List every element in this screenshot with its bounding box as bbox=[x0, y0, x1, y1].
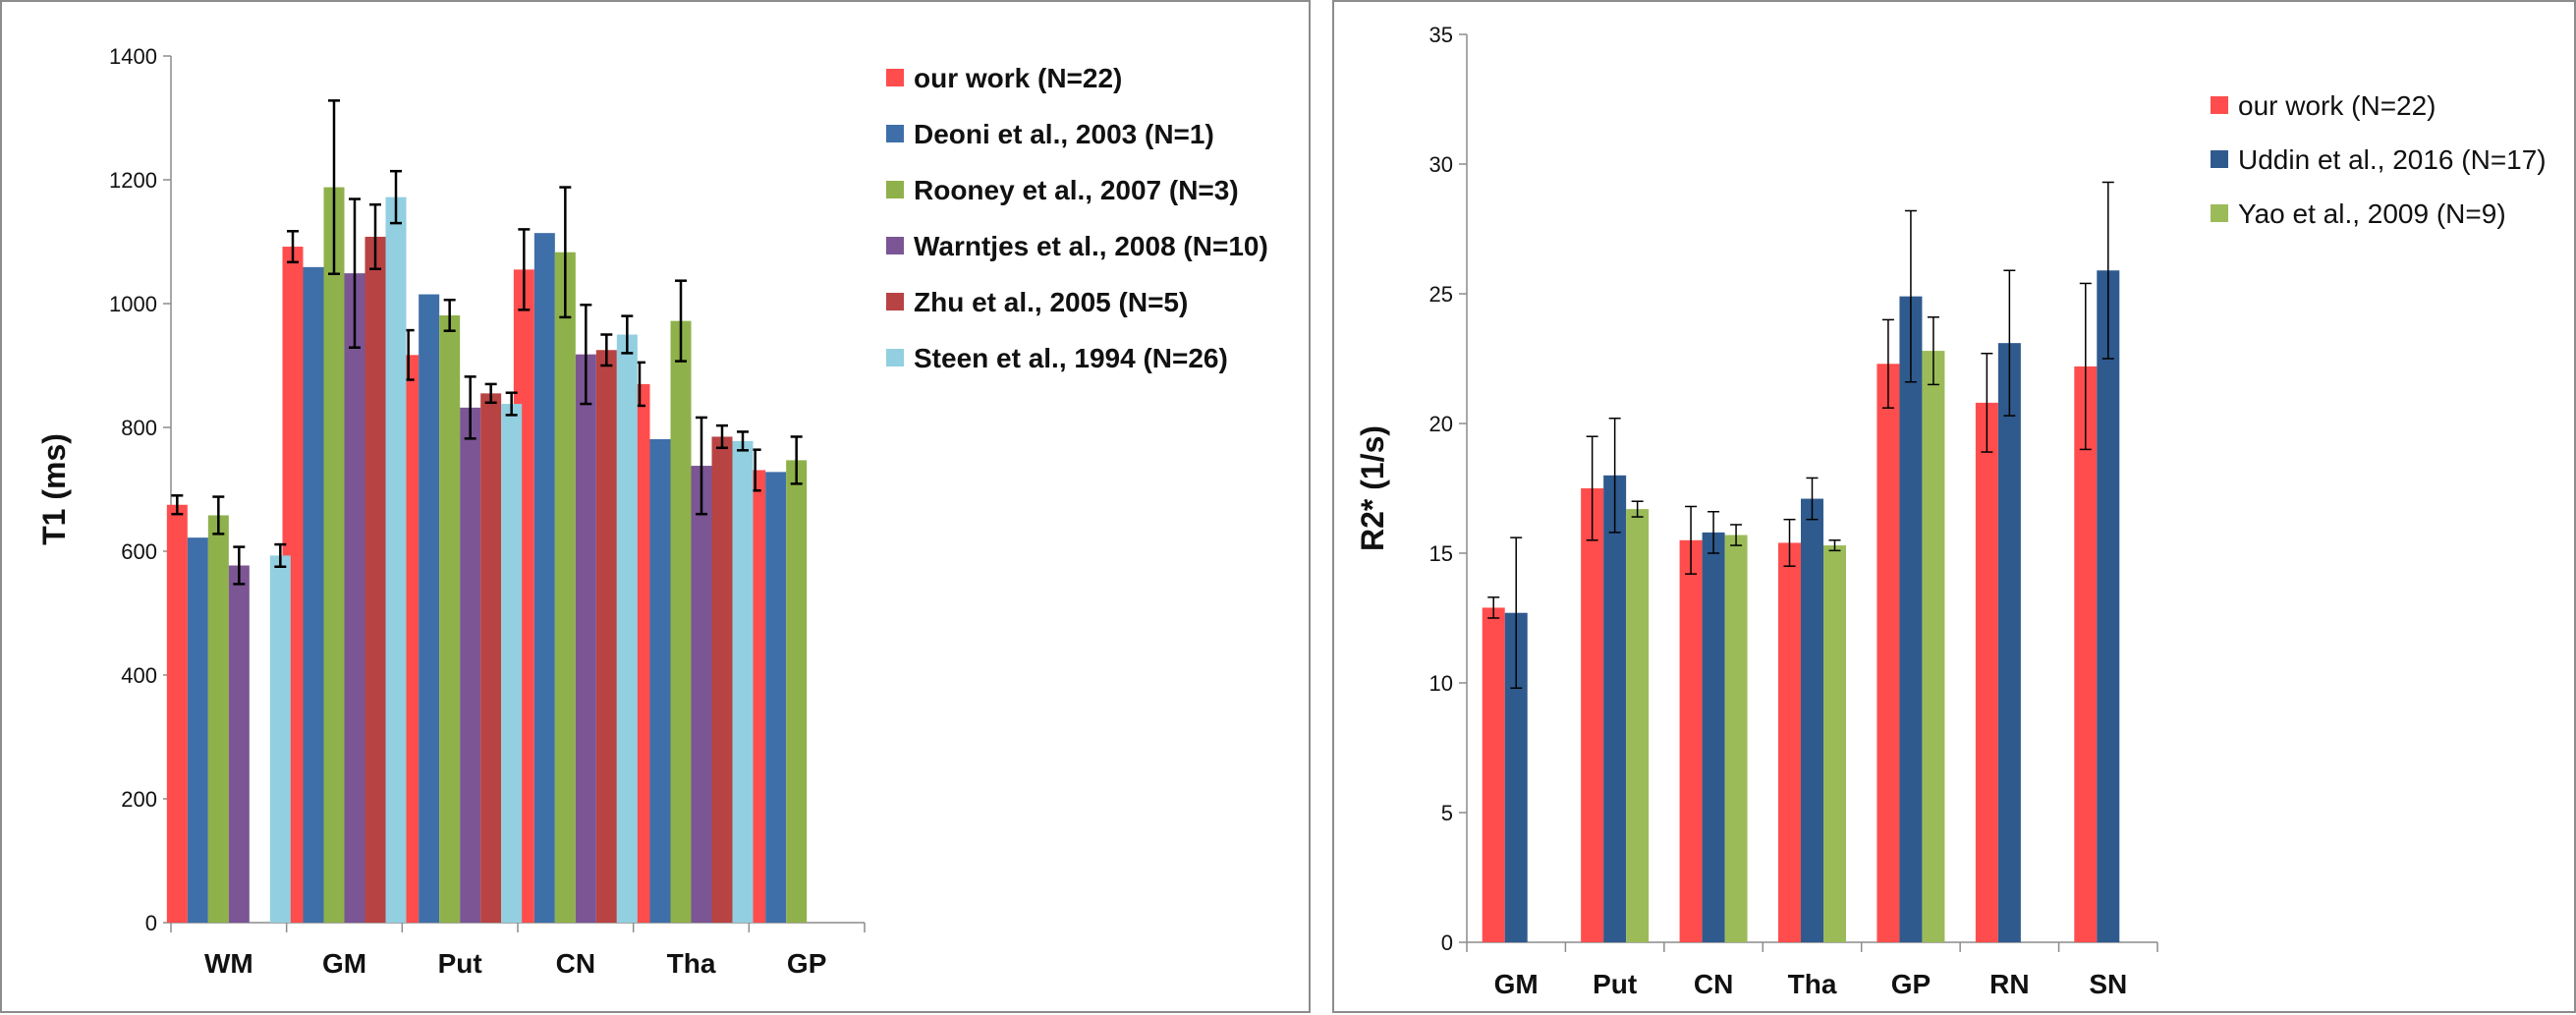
category-label: Tha bbox=[1788, 969, 1837, 999]
legend-swatch bbox=[2211, 204, 2228, 222]
bar bbox=[616, 334, 638, 923]
legend-swatch bbox=[2211, 96, 2228, 114]
bar bbox=[228, 565, 250, 923]
category-label: Tha bbox=[667, 948, 716, 979]
bar bbox=[439, 314, 461, 924]
category-label: GP bbox=[787, 948, 826, 979]
bar bbox=[1975, 402, 1998, 942]
bar bbox=[1778, 542, 1801, 942]
bar bbox=[344, 273, 365, 923]
bar bbox=[1724, 535, 1748, 942]
r2star-chart-panel: 0 5 10 15 20 25 30 35 GM Put CN Tha GP RN SN R2* (1/s) o… bbox=[1332, 0, 2576, 1013]
bar bbox=[1899, 296, 1923, 942]
y-tick-label: 5 bbox=[1441, 801, 1453, 825]
bar bbox=[207, 515, 229, 923]
y-axis-title: R2* (1/s) bbox=[1355, 425, 1390, 551]
legend-label: Steen et al., 1994 (N=26) bbox=[914, 343, 1228, 373]
t1-chart-panel: 0 200 400 600 800 1000 1200 1400 WM GM Put CN Tha GP T… bbox=[0, 0, 1311, 1013]
y-tick-label: 200 bbox=[121, 787, 157, 812]
bar bbox=[419, 294, 440, 923]
bar bbox=[1581, 488, 1604, 942]
bar bbox=[2097, 270, 2120, 942]
legend-swatch bbox=[2211, 150, 2228, 168]
bar bbox=[1823, 545, 1846, 942]
y-axis-title: T1 (ms) bbox=[36, 433, 72, 545]
bar bbox=[323, 187, 345, 923]
bar bbox=[1482, 607, 1505, 942]
legend-swatch bbox=[886, 69, 904, 86]
bar bbox=[1922, 351, 1945, 943]
y-tick-label: 20 bbox=[1429, 412, 1453, 436]
bar bbox=[595, 350, 617, 923]
bar bbox=[2074, 366, 2098, 942]
bar bbox=[732, 440, 754, 923]
category-label: GM bbox=[1494, 969, 1539, 999]
category-label: CN bbox=[556, 948, 595, 979]
legend-label: Uddin et al., 2016 (N=17) bbox=[2238, 144, 2547, 175]
bar bbox=[385, 197, 407, 923]
bar bbox=[1626, 509, 1650, 942]
bar bbox=[554, 252, 576, 923]
bar bbox=[1603, 475, 1627, 942]
bar bbox=[786, 460, 808, 923]
bar bbox=[480, 393, 502, 924]
category-label: SN bbox=[2089, 969, 2127, 999]
y-tick-label: 0 bbox=[1441, 930, 1453, 955]
legend-label: Deoni et al., 2003 (N=1) bbox=[914, 119, 1214, 149]
y-tick-label: 1000 bbox=[109, 292, 157, 316]
bar bbox=[670, 320, 692, 923]
legend-label: Rooney et al., 2007 (N=3) bbox=[914, 175, 1239, 205]
y-tick-label: 30 bbox=[1429, 152, 1453, 177]
legend-label: our work (N=22) bbox=[2238, 90, 2436, 121]
y-tick-label: 35 bbox=[1429, 23, 1453, 47]
y-tick-label: 25 bbox=[1429, 282, 1453, 307]
y-tick-label: 10 bbox=[1429, 671, 1453, 696]
category-label: RN bbox=[1989, 969, 2029, 999]
t1-chart: 0 200 400 600 800 1000 1200 1400 WM GM Put CN Tha GP T… bbox=[36, 44, 1268, 979]
bar bbox=[364, 236, 386, 923]
bar bbox=[460, 407, 481, 924]
bar bbox=[1997, 343, 2021, 942]
legend-label: Zhu et al., 2005 (N=5) bbox=[914, 287, 1188, 317]
bar bbox=[187, 537, 208, 923]
bar bbox=[1702, 532, 1725, 942]
bar bbox=[711, 436, 733, 923]
bar bbox=[649, 438, 671, 923]
category-label: GM bbox=[322, 948, 366, 979]
bar bbox=[166, 504, 188, 923]
legend-swatch bbox=[886, 293, 904, 310]
bar bbox=[501, 404, 523, 923]
bar bbox=[1876, 364, 1900, 942]
legend-swatch bbox=[886, 237, 904, 254]
bar bbox=[765, 472, 787, 923]
legend-swatch bbox=[886, 125, 904, 142]
category-label: GP bbox=[1891, 969, 1931, 999]
bar bbox=[1679, 539, 1703, 942]
legend-swatch bbox=[886, 349, 904, 367]
bar bbox=[1504, 612, 1528, 942]
category-label: Put bbox=[1593, 969, 1637, 999]
bar bbox=[533, 233, 555, 923]
bar bbox=[691, 466, 712, 923]
legend-swatch bbox=[886, 181, 904, 198]
legend-label: Yao et al., 2009 (N=9) bbox=[2238, 198, 2506, 229]
bar bbox=[303, 266, 324, 924]
category-label: WM bbox=[204, 948, 253, 979]
y-tick-label: 1400 bbox=[109, 44, 157, 69]
y-tick-label: 1200 bbox=[109, 168, 157, 193]
category-label: Put bbox=[438, 948, 482, 979]
legend-label: our work (N=22) bbox=[914, 63, 1122, 93]
bar bbox=[575, 354, 596, 923]
y-tick-label: 800 bbox=[121, 416, 157, 440]
y-tick-label: 400 bbox=[121, 663, 157, 688]
category-label: CN bbox=[1694, 969, 1733, 999]
y-tick-label: 15 bbox=[1429, 541, 1453, 566]
bar bbox=[269, 555, 291, 923]
y-tick-label: 600 bbox=[121, 539, 157, 564]
y-tick-label: 0 bbox=[145, 911, 157, 935]
r2star-chart: 0 5 10 15 20 25 30 35 GM Put CN Tha GP RN SN R2* (1/s) o… bbox=[1355, 23, 2547, 999]
legend-label: Warntjes et al., 2008 (N=10) bbox=[914, 231, 1268, 261]
bar bbox=[1801, 498, 1823, 942]
